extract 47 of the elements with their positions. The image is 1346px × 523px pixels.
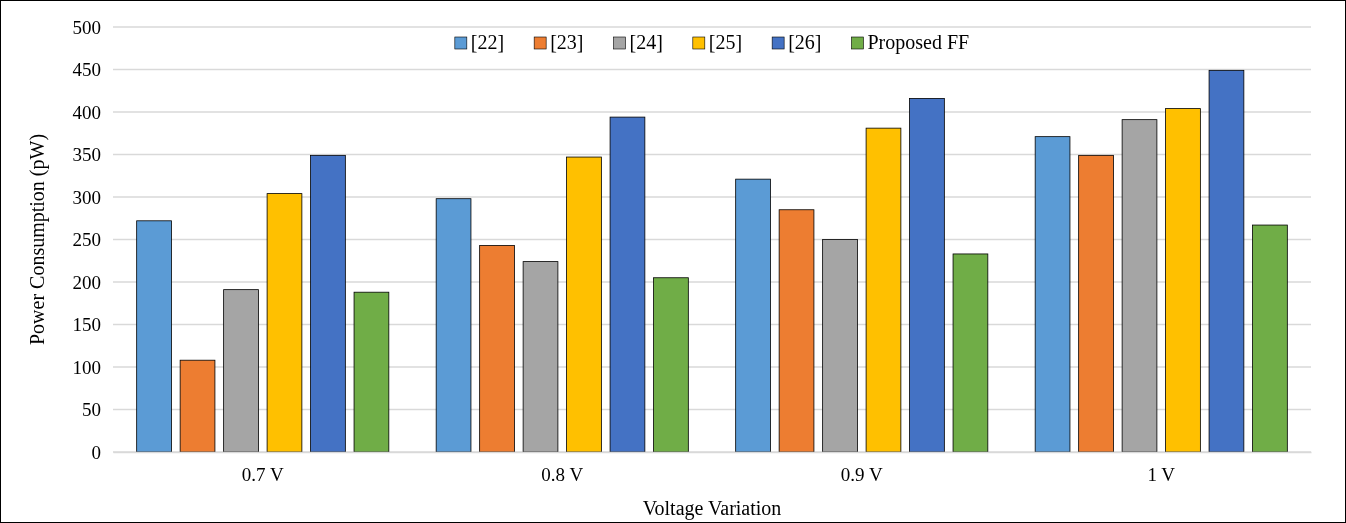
- bar: [1034, 136, 1071, 453]
- y-axis-title: Power Consumption (pW): [26, 133, 49, 346]
- x-tick-label: 1 V: [1147, 464, 1176, 486]
- y-tick-label: 250: [72, 229, 101, 251]
- y-tick-label: 100: [72, 356, 101, 378]
- bar: [1208, 69, 1245, 453]
- y-tick-label: 400: [72, 101, 101, 123]
- x-tick-label: 0.7 V: [241, 464, 284, 486]
- x-tick-label: 0.8 V: [541, 464, 584, 486]
- legend-label: [23]: [550, 31, 584, 53]
- bar: [1252, 224, 1288, 453]
- bar: [1165, 108, 1201, 453]
- y-tick-label: 350: [72, 144, 101, 166]
- bar: [952, 253, 989, 453]
- y-tick-label: 500: [72, 16, 101, 38]
- legend-label: Proposed FF: [867, 31, 970, 54]
- bar: [909, 98, 945, 453]
- x-tick-label: 0.9 V: [840, 464, 883, 486]
- y-tick-label: 50: [82, 399, 101, 421]
- x-axis-title: Voltage Variation: [642, 497, 782, 520]
- y-tick-label: 300: [72, 186, 101, 208]
- bar: [1121, 119, 1158, 453]
- bar: [778, 209, 815, 453]
- y-tick-label: 0: [91, 441, 101, 463]
- bar: [223, 289, 259, 453]
- bar: [136, 220, 172, 453]
- legend-label: [22]: [470, 31, 505, 53]
- bar: [179, 359, 216, 453]
- bar: [653, 277, 689, 453]
- bar: [353, 291, 390, 453]
- bar: [566, 156, 602, 453]
- y-tick-label: 450: [72, 59, 101, 81]
- bar: [522, 261, 559, 453]
- y-tick-label: 200: [72, 271, 101, 293]
- bar: [735, 178, 771, 453]
- bar: [435, 198, 472, 453]
- bar: [479, 245, 515, 453]
- bar: [609, 116, 646, 453]
- legend-label: [25]: [708, 31, 743, 53]
- bar: [310, 154, 346, 453]
- bar: [266, 193, 303, 453]
- legend-label: [26]: [788, 31, 822, 53]
- bar: [1078, 154, 1114, 453]
- legend-label: [24]: [629, 31, 663, 53]
- bar: [865, 127, 902, 453]
- bar: [822, 239, 858, 453]
- y-tick-label: 150: [72, 314, 101, 336]
